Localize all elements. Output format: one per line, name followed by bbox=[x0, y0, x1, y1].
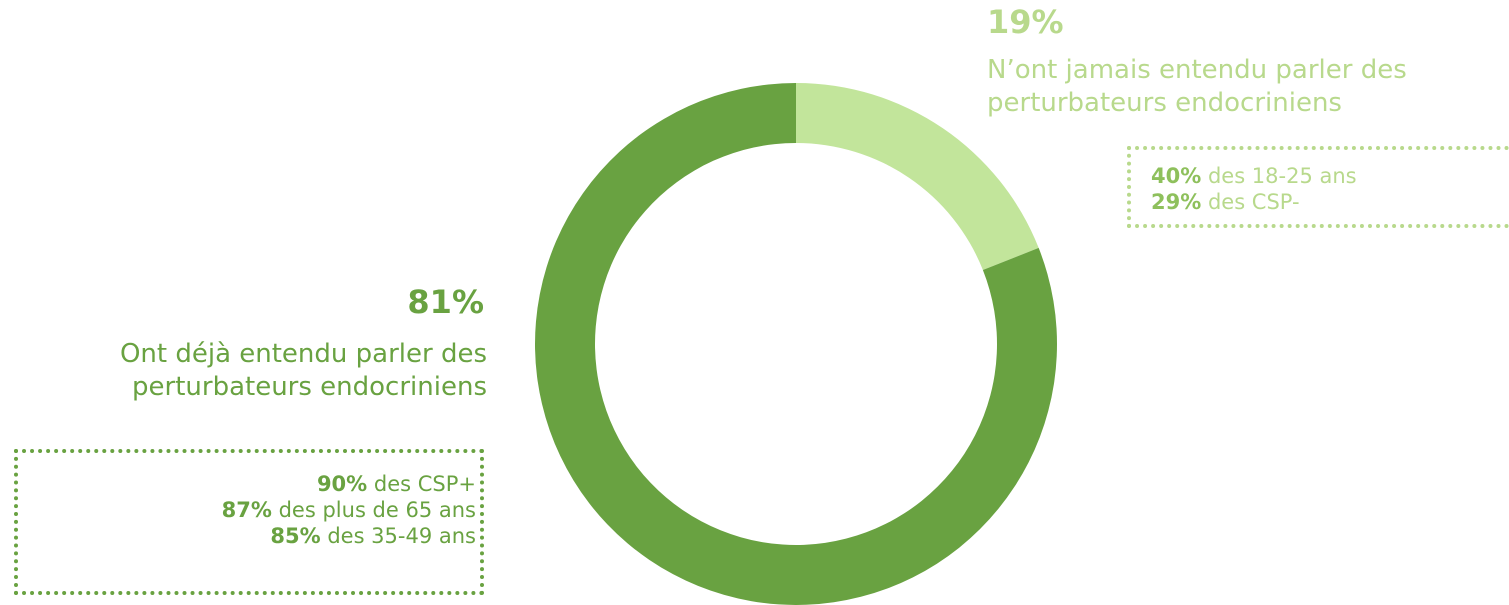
detail-text: des plus de 65 ans bbox=[271, 498, 476, 522]
detail-text: des 35-49 ans bbox=[320, 524, 476, 548]
label-never-heard-line2: perturbateurs endocriniens bbox=[987, 88, 1342, 118]
detail-text: des CSP- bbox=[1201, 190, 1300, 214]
percent-never-heard: 19% bbox=[987, 3, 1064, 41]
detail-value: 29% bbox=[1151, 190, 1202, 214]
detail-value: 87% bbox=[221, 498, 272, 522]
label-already-heard-line2: perturbateurs endocriniens bbox=[132, 372, 487, 402]
detail-text: des 18-25 ans bbox=[1201, 164, 1357, 188]
detail-row: 29% des CSP- bbox=[1151, 189, 1509, 215]
detail-row: 90% des CSP+ bbox=[18, 471, 476, 497]
detail-value: 90% bbox=[316, 472, 368, 496]
details-box-never-heard: 40% des 18-25 ans 29% des CSP- bbox=[1127, 146, 1509, 228]
detail-text: des CSP+ bbox=[367, 472, 476, 496]
label-never-heard: N’ont jamais entendu parler des perturba… bbox=[987, 54, 1507, 120]
detail-value: 85% bbox=[270, 524, 321, 548]
detail-value: 40% bbox=[1151, 164, 1202, 188]
label-already-heard: Ont déjà entendu parler des perturbateur… bbox=[0, 338, 487, 404]
details-box-already-heard: 90% des CSP+ 87% des plus de 65 ans 85% … bbox=[14, 449, 484, 595]
detail-row: 85% des 35-49 ans bbox=[18, 523, 476, 549]
percent-already-heard: 81% bbox=[407, 283, 484, 321]
slice-never-heard bbox=[796, 83, 1039, 271]
detail-row: 40% des 18-25 ans bbox=[1151, 163, 1509, 189]
label-never-heard-line1: N’ont jamais entendu parler des bbox=[987, 55, 1407, 85]
detail-row: 87% des plus de 65 ans bbox=[18, 497, 476, 523]
label-already-heard-line1: Ont déjà entendu parler des bbox=[119, 339, 487, 369]
